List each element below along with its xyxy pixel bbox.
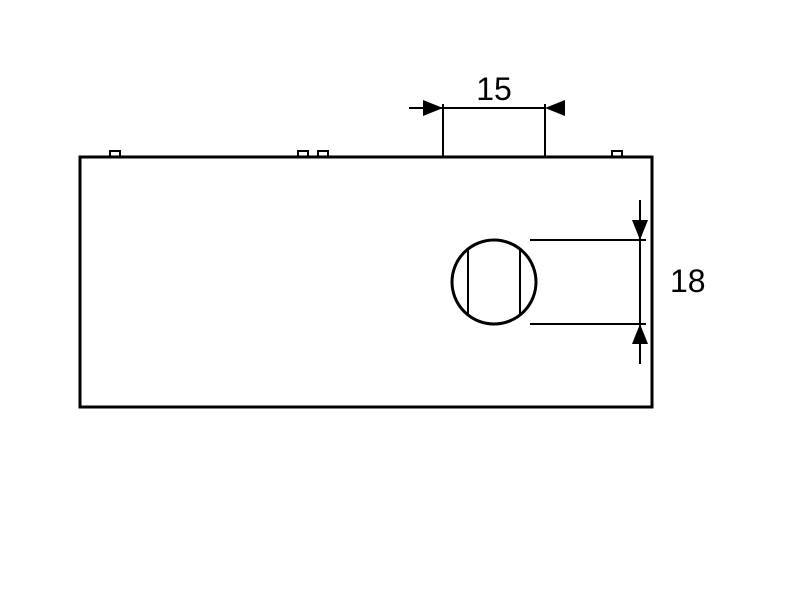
hole-circle [452,240,536,324]
arrow-head [423,100,443,116]
arrow-head [632,220,648,240]
arrow-head [632,324,648,344]
arrow-head [545,100,565,116]
dim-h-label: 15 [476,71,512,107]
tab [318,151,328,157]
tab [612,151,622,157]
body-rect [80,157,652,407]
dim-v-label: 18 [670,263,706,299]
tab [298,151,308,157]
tab [110,151,120,157]
